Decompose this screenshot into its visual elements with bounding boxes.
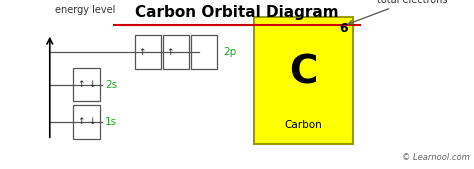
Text: 2s: 2s [105, 79, 118, 90]
Text: Carbon: Carbon [284, 120, 322, 130]
Bar [135, 35, 161, 69]
Text: total electrons: total electrons [348, 0, 447, 24]
Text: 1s: 1s [105, 117, 118, 127]
Text: ↑: ↑ [138, 48, 146, 57]
Bar [163, 35, 189, 69]
Bar [191, 35, 217, 69]
Text: © Learnool.com: © Learnool.com [401, 153, 469, 162]
Text: C: C [289, 54, 318, 92]
Text: ↑: ↑ [77, 80, 84, 89]
Text: ↑: ↑ [77, 117, 84, 126]
Bar [73, 68, 100, 101]
Text: ↑: ↑ [166, 48, 174, 57]
Text: 2p: 2p [224, 47, 237, 57]
Text: Carbon Orbital Diagram: Carbon Orbital Diagram [135, 5, 339, 20]
Text: ↓: ↓ [89, 117, 96, 126]
Text: energy level: energy level [55, 5, 115, 15]
Text: 6: 6 [339, 22, 347, 35]
Bar [254, 17, 353, 144]
Text: ↓: ↓ [89, 80, 96, 89]
Bar [73, 105, 100, 139]
